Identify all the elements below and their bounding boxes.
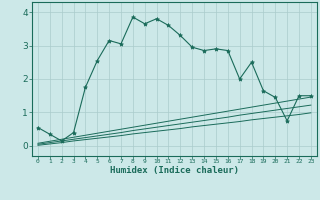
X-axis label: Humidex (Indice chaleur): Humidex (Indice chaleur) — [110, 166, 239, 175]
